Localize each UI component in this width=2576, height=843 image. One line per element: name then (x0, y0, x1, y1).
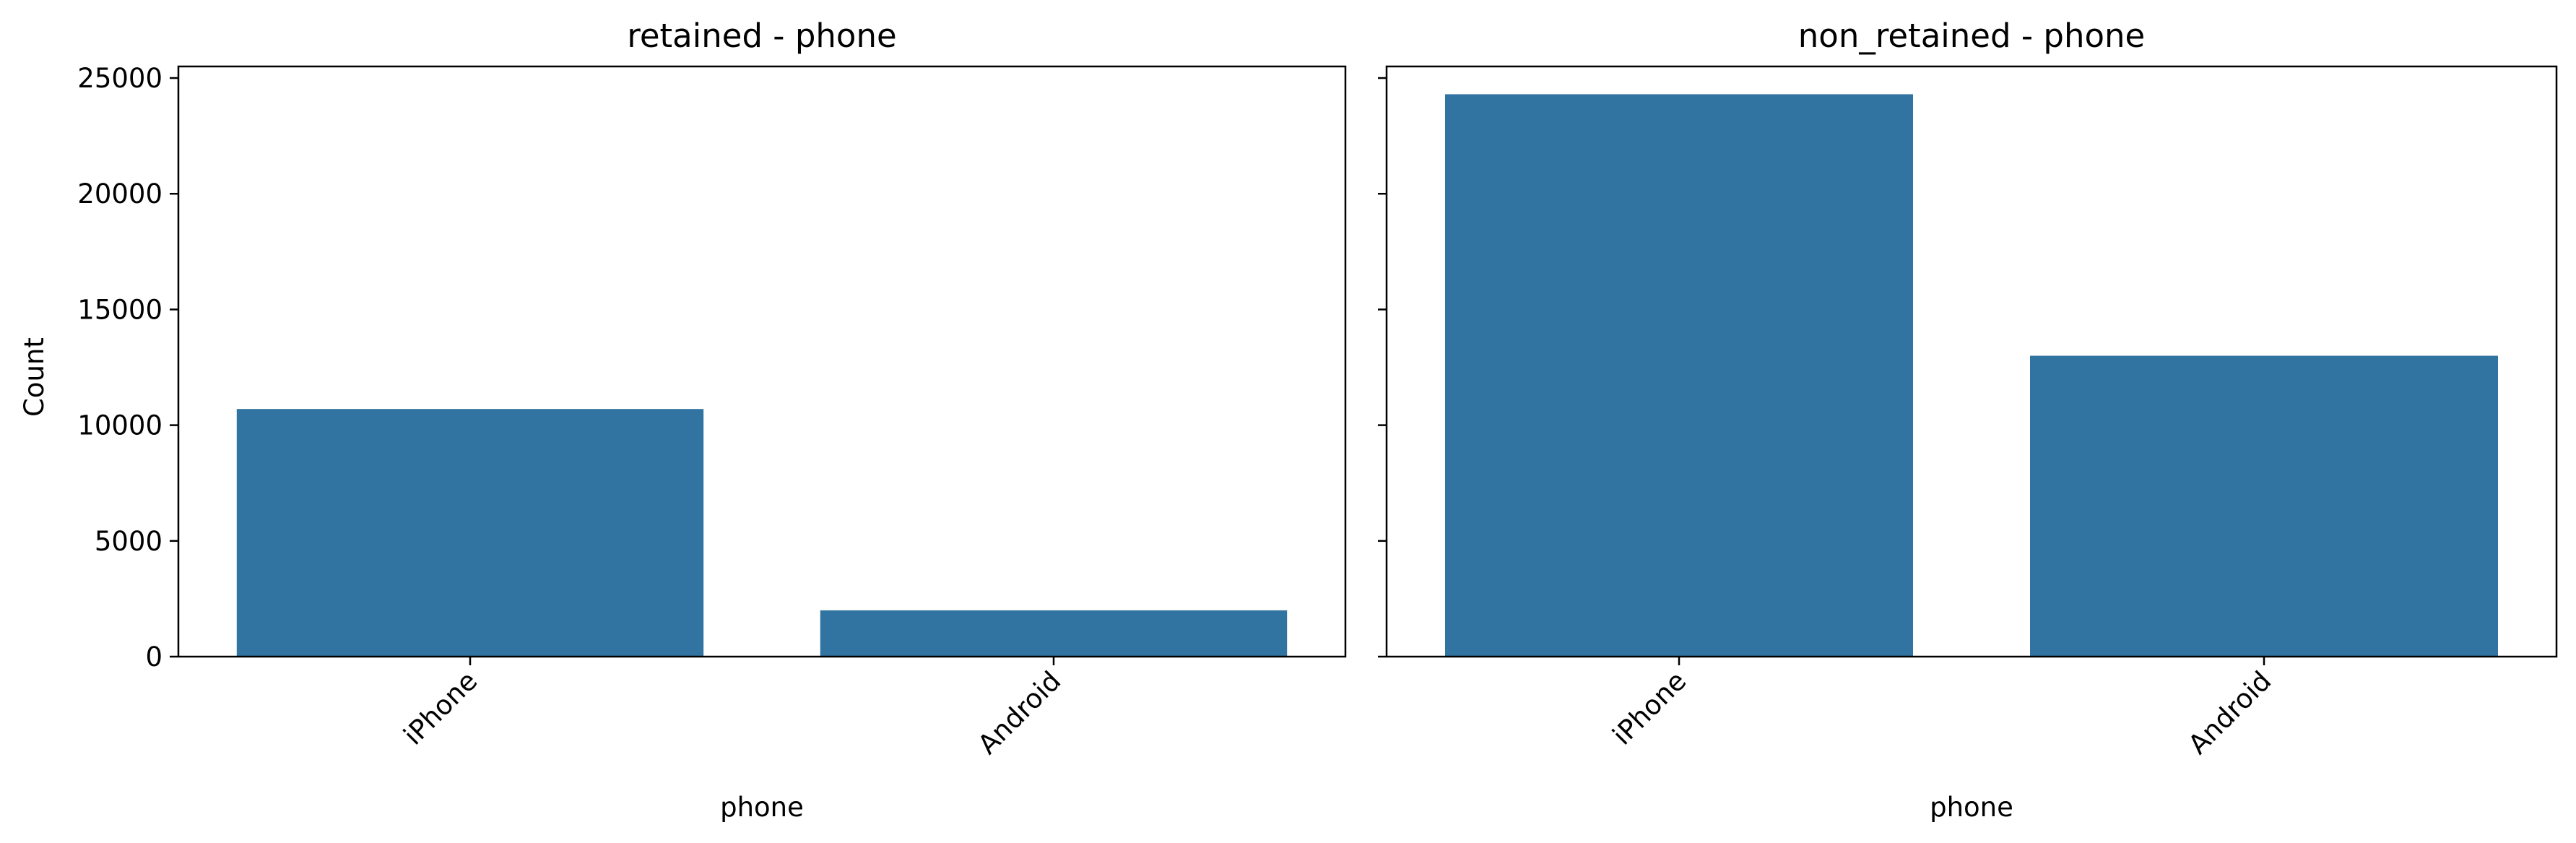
y-tick-label: 20000 (77, 178, 162, 209)
plot-frame (177, 65, 1347, 658)
bar-android (820, 610, 1288, 657)
x-axis-label: phone (1930, 792, 2013, 823)
plot-frame (1385, 65, 2558, 658)
y-tick-label: 0 (145, 641, 162, 673)
x-axis-ticks: iPhone Android (1607, 657, 2278, 761)
y-tick-label: 5000 (95, 526, 162, 557)
bar-group (1445, 94, 2498, 657)
y-tick-label: 10000 (77, 410, 162, 441)
y-axis-ticks: 0 5000 10000 15000 20000 25000 (77, 63, 178, 673)
y-tick-label: 15000 (77, 294, 162, 325)
x-axis-ticks: iPhone Android (398, 657, 1067, 761)
subplot-retained: retained - phone Count phone 0 5000 10000 1… (19, 17, 1347, 823)
chart-title: retained - phone (627, 17, 896, 55)
chart-title: non_retained - phone (1798, 17, 2145, 55)
x-tick-label: iPhone (1607, 665, 1693, 751)
x-axis-label: phone (720, 792, 804, 823)
bar-group (236, 409, 1288, 657)
y-axis-ticks (1378, 77, 1387, 658)
bar-iphone (1445, 94, 1913, 657)
bar-iphone (236, 409, 704, 657)
x-tick-label: iPhone (398, 665, 484, 751)
bar-android (2030, 355, 2498, 657)
x-tick-label: Android (972, 665, 1067, 761)
y-axis-label: Count (19, 337, 50, 417)
subplot-non-retained: non_retained - phone phone iPhone Android (1378, 17, 2558, 823)
y-tick-label: 25000 (77, 63, 162, 94)
x-tick-label: Android (2182, 665, 2278, 761)
